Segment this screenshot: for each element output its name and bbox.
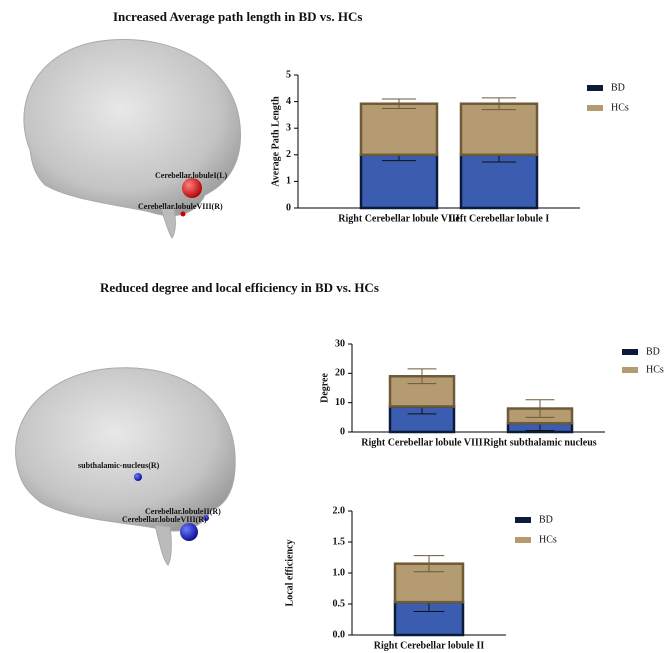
y-tick-label: 0 <box>340 426 345 437</box>
y-tick-label: 0 <box>286 202 291 213</box>
legend-swatch <box>515 537 531 543</box>
legend-label: BD <box>611 82 625 93</box>
legend-swatch <box>587 105 603 111</box>
chart: 0.0 0.5 1.0 1.5 2.0 Local efficiency Right Cer… <box>284 505 557 651</box>
x-tick-label: Right Cerebellar lobule VIII <box>361 437 483 448</box>
chart: 0 10 20 30 Degree Right Cerebellar lobule VII… <box>319 338 664 448</box>
y-axis-label: Local efficiency <box>284 540 295 607</box>
legend-label: HCs <box>646 364 664 375</box>
brain-image: Cerebellar.lobuleI(L) Cerebellar.lobuleV… <box>23 39 242 239</box>
y-tick-label: 1 <box>286 176 291 187</box>
y-tick-label: 0.0 <box>333 629 346 640</box>
region-label: subthalamic-nucleus(R) <box>78 461 160 470</box>
y-tick-label: 30 <box>335 338 345 349</box>
brain-image: subthalamic-nucleus(R) Cerebellar.lobule… <box>15 367 236 566</box>
bar-segment <box>359 153 439 210</box>
region-label: Cerebellar.lobuleVIII(R) <box>122 515 207 524</box>
region-label: Cerebellar.lobuleII(R) <box>145 507 221 516</box>
y-axis-label: Degree <box>319 373 330 403</box>
y-tick-label: 5 <box>286 69 291 80</box>
region-label: Cerebellar.lobuleI(L) <box>155 171 228 180</box>
y-axis-label: Average Path Length <box>270 96 281 187</box>
y-tick-label: 3 <box>286 122 291 133</box>
section-title: Increased Average path length in BD vs. … <box>113 9 362 24</box>
legend-swatch <box>622 367 638 373</box>
section-title: Reduced degree and local efficiency in B… <box>100 280 379 295</box>
y-tick-label: 10 <box>335 397 345 408</box>
error-bar <box>413 555 445 573</box>
error-bar <box>525 399 555 418</box>
y-tick-label: 0.5 <box>333 598 346 609</box>
legend-label: BD <box>646 346 660 357</box>
region-label: Cerebellar.lobuleVIII(R) <box>138 202 223 211</box>
bar-segment <box>459 102 539 157</box>
legend-label: BD <box>539 514 553 525</box>
error-bar <box>407 368 437 385</box>
error-bar <box>481 97 517 111</box>
y-tick-label: 4 <box>286 96 291 107</box>
legend-swatch <box>622 349 638 355</box>
y-tick-label: 2.0 <box>333 505 346 516</box>
legend-label: HCs <box>539 534 557 545</box>
y-tick-label: 1.0 <box>333 567 346 578</box>
y-tick-label: 1.5 <box>333 536 346 547</box>
y-tick-label: 2 <box>286 149 291 160</box>
legend-swatch <box>587 85 603 91</box>
x-tick-label: Left Cerebellar lobule I <box>449 213 550 224</box>
legend-label: HCs <box>611 102 629 113</box>
chart: 0 1 2 3 4 5 Average Path Length Right Cerebella… <box>270 69 629 224</box>
bar-segment <box>359 102 439 157</box>
bar-segment <box>459 153 539 210</box>
x-tick-label: Right subthalamic nucleus <box>483 437 596 448</box>
x-tick-label: Right Cerebellar lobule VIII <box>338 213 460 224</box>
x-tick-label: Right Cerebellar lobule II <box>374 640 485 651</box>
legend-swatch <box>515 517 531 523</box>
error-bar <box>381 98 417 110</box>
y-tick-label: 20 <box>335 368 345 379</box>
